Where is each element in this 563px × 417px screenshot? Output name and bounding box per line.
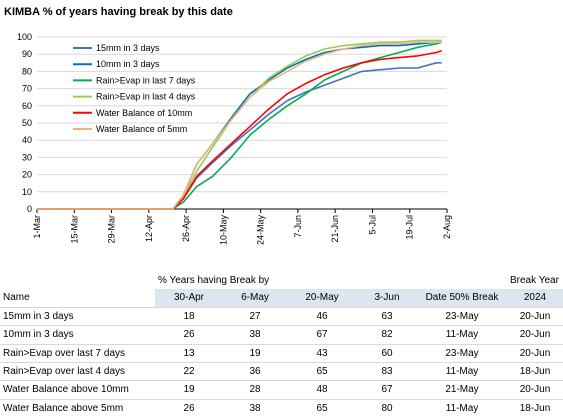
row-break-date: 20-Jun [507,306,563,326]
row-name: 15mm in 3 days [0,306,155,326]
y-tick-label: 20 [22,170,32,180]
row-value: 22 [155,362,223,381]
row-value: 60 [357,343,417,363]
table-header-row: Name 30-Apr 6-May 20-May 3-Jun Date 50% … [0,289,563,308]
table-group-header-row: % Years having Break by Break Year [0,272,563,289]
row-value: 27 [223,306,287,326]
row-value: 13 [155,343,223,363]
row-value: 82 [357,325,417,345]
legend-label: Rain>Evap in last 4 days [96,92,196,102]
row-value: 63 [357,306,417,326]
row-name: Rain>Evap over last 7 days [0,343,155,363]
break-year-header: Break Year [510,275,559,286]
y-tick-label: 40 [22,135,32,145]
y-tick-label: 50 [22,118,32,128]
x-tick-label: 12-Apr [144,215,154,242]
row-break-date: 20-Jun [507,343,563,363]
date50-header: Date 50% Break [417,289,507,308]
row-value: 38 [223,325,287,345]
row-value: 26 [155,325,223,345]
row-value: 36 [223,362,287,381]
x-tick-label: 7-Jun [293,215,303,238]
series-line-rain-evap-in-last-4-days [37,39,442,210]
date-header: 6-May [223,289,287,308]
row-date50: 11-May [417,325,507,345]
x-tick-label: 29-Mar [107,215,117,244]
x-tick-label: 26-Apr [181,215,191,242]
table-row: 15mm in 3 days 18 27 46 63 23-May 20-Jun [0,306,563,326]
name-header: Name [3,292,30,304]
x-tick-label: 10-May [218,215,228,246]
y-tick-label: 90 [22,49,32,59]
x-tick-label: 2-Aug [442,215,452,239]
legend-label: 15mm in 3 days [96,43,160,53]
x-tick-label: 21-Jun [330,215,340,243]
row-value: 19 [223,343,287,363]
x-tick-label: 19-Jul [405,215,415,240]
row-name: Water Balance above 10mm [0,380,155,400]
chart-title: KIMBA % of years having break by this da… [4,6,233,18]
legend-label: Water Balance of 5mm [96,124,187,134]
x-tick-label: 5-Jul [367,215,377,235]
date-header: 3-Jun [357,289,417,308]
y-tick-label: 10 [22,187,32,197]
row-value: 67 [287,325,357,345]
table-row: Water Balance above 10mm 19 28 48 67 21-May 20… [0,380,563,400]
date-header: 20-May [287,289,357,308]
break-table: % Years having Break by Break Year Name … [0,272,563,417]
row-value: 83 [357,362,417,381]
table-row: Rain>Evap over last 7 days 13 19 43 60 23-May… [0,343,563,363]
date-header: 30-Apr [155,289,223,308]
row-name: 10mm in 3 days [0,325,155,345]
row-break-date: 20-Jun [507,325,563,345]
series-line-water-balance-of-10mm [37,50,442,210]
series-line-rain-evap-in-last-7-days [37,41,442,210]
row-break-date: 20-Jun [507,380,563,400]
row-date50: 23-May [417,343,507,363]
year-header: 2024 [507,289,563,308]
table-row: Rain>Evap over last 4 days 22 36 65 83 11-May… [0,362,563,381]
y-tick-label: 60 [22,101,32,111]
x-tick-label: 1-Mar [32,215,42,239]
row-name: Rain>Evap over last 4 days [0,362,155,381]
row-break-date: 18-Jun [507,362,563,381]
row-date50: 21-May [417,380,507,400]
series-line-water-balance-of-5mm [37,41,442,210]
y-tick-label: 30 [22,152,32,162]
row-value: 67 [357,380,417,400]
row-date50: 23-May [417,306,507,326]
row-value: 46 [287,306,357,326]
row-value: 43 [287,343,357,363]
y-tick-label: 0 [27,204,32,214]
y-axis-ticks: 0 10 20 30 40 50 60 70 80 90 100 [17,32,32,214]
legend-label: 10mm in 3 days [96,59,160,69]
row-value: 28 [223,380,287,400]
table-row: 10mm in 3 days 26 38 67 82 11-May 20-Jun [0,325,563,345]
row-date50: 11-May [417,362,507,381]
x-axis-ticks: 1-Mar 15-Mar 29-Mar 12-Apr 26-Apr 10-May 24-Ma… [32,209,452,245]
legend-label: Rain>Evap in last 7 days [96,75,196,85]
row-value: 48 [287,380,357,400]
y-tick-label: 80 [22,66,32,76]
x-tick-label: 24-May [256,215,266,246]
legend-label: Water Balance of 10mm [96,108,192,118]
row-value: 65 [287,362,357,381]
row-value: 19 [155,380,223,400]
group-header: % Years having Break by [158,275,270,286]
x-tick-label: 15-Mar [69,215,79,244]
y-tick-label: 100 [17,32,32,42]
y-tick-label: 70 [22,84,32,94]
line-chart: 0 10 20 30 40 50 60 70 80 90 100 1-Mar 15-Mar 29-Mar… [17,32,452,245]
row-value: 18 [155,306,223,326]
legend: 15mm in 3 days 10mm in 3 days Rain>Evap in… [73,43,196,134]
series-lines [37,39,442,210]
